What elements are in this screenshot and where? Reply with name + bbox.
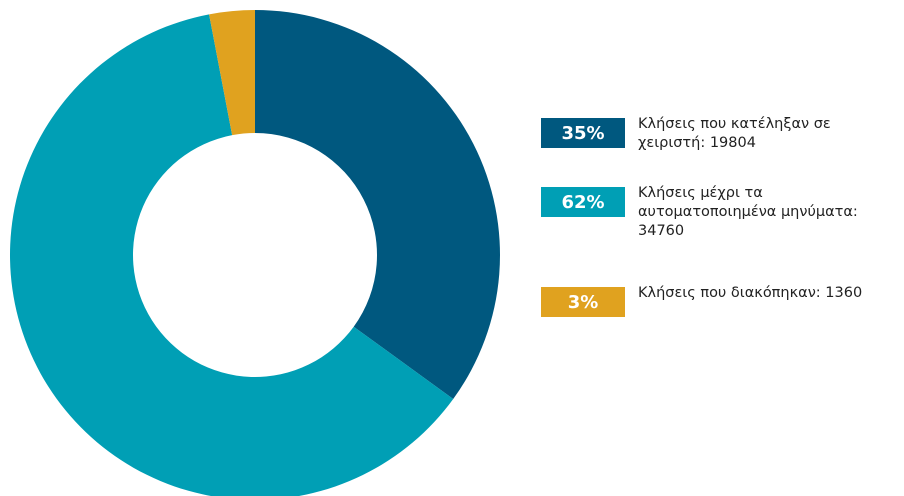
donut-slice	[255, 10, 500, 400]
legend-label: Κλήσεις που διακόπηκαν: 1360	[638, 285, 863, 301]
legend-entry: 3% Κλήσεις που διακόπηκαν: 1360	[541, 285, 900, 317]
legend-entry: 35% Κλήσεις που κατέληξαν σε χειριστή: 19…	[541, 116, 900, 153]
donut-chart	[10, 10, 500, 496]
legend-badge: 35%	[541, 118, 625, 148]
legend-badge: 3%	[541, 287, 625, 317]
legend-label: Κλήσεις μέχρι τα αυτοματοποιημένα μηνύμα…	[638, 185, 858, 239]
legend-badge: 62%	[541, 187, 625, 217]
donut-slice	[10, 14, 454, 496]
legend-entry: 62% Κλήσεις μέχρι τα αυτοματοποιημένα μην…	[541, 185, 900, 241]
donut-slice	[209, 10, 255, 136]
legend-label: Κλήσεις που κατέληξαν σε χειριστή: 19804	[638, 116, 831, 151]
